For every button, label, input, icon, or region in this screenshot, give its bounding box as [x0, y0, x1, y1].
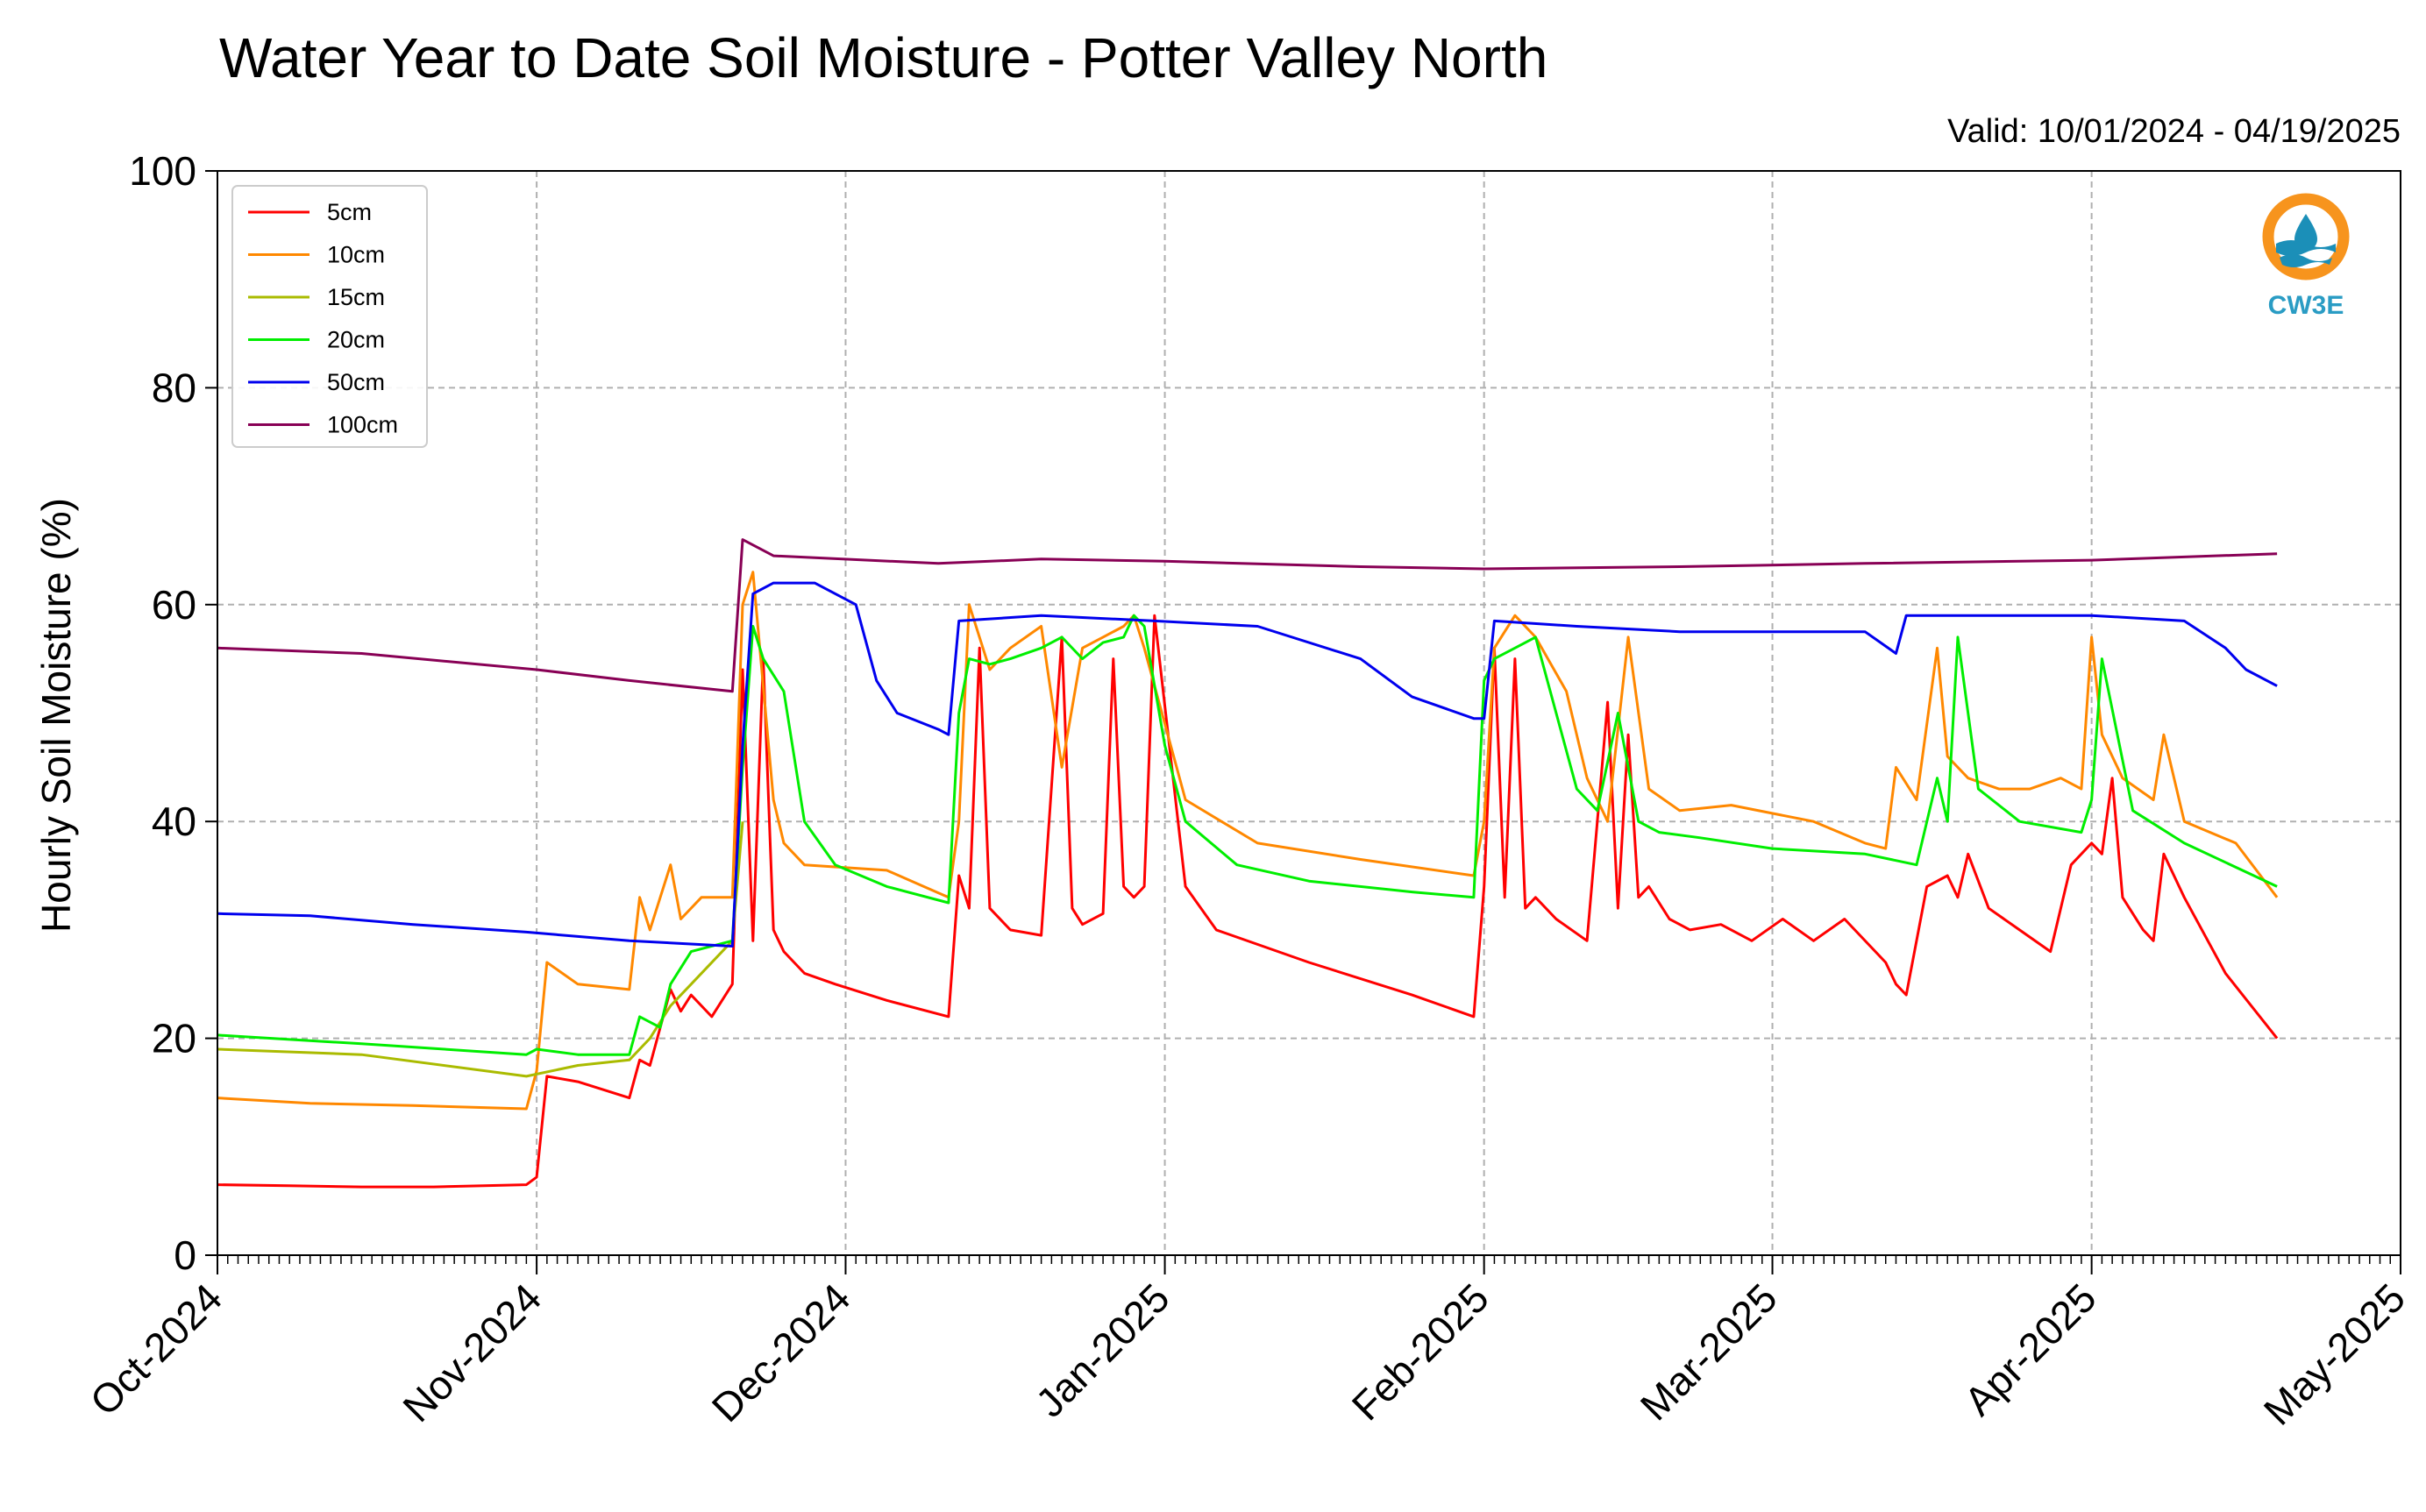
series-line-20cm — [217, 614, 2278, 1056]
x-tick-label: Nov-2024 — [394, 1274, 550, 1430]
cw3e-logo: CW3E — [2262, 193, 2350, 320]
series-line-5cm — [217, 614, 2279, 1189]
axis-ticks: 0 20 40 60 80 100 Oct-2024 Nov-2024 Dec-2024 Jan-… — [82, 148, 2415, 1434]
chart-title: Water Year to Date Soil Moisture - Potte… — [219, 26, 1547, 89]
logo-text: CW3E — [2268, 291, 2344, 320]
y-tick-label: 60 — [152, 582, 196, 628]
x-tick-label: Oct-2024 — [82, 1274, 231, 1424]
logo-drop-icon — [2294, 214, 2317, 251]
legend-label-50cm: 50cm — [327, 369, 385, 395]
series-line-50cm — [217, 581, 2278, 948]
legend-label-15cm: 15cm — [327, 284, 385, 310]
y-axis-label: Hourly Soil Moisture (%) — [33, 498, 79, 933]
series-line-15cm — [217, 821, 744, 1078]
y-tick-label: 100 — [129, 148, 196, 194]
logo-wave-icon — [2280, 254, 2332, 267]
x-tick-label: Mar-2025 — [1632, 1274, 1786, 1429]
legend: 5cm 10cm 15cm 20cm 50cm 100cm — [231, 185, 428, 448]
x-tick-label: Jan-2025 — [1027, 1274, 1177, 1425]
y-tick-label: 0 — [174, 1232, 196, 1278]
y-tick-label: 20 — [152, 1016, 196, 1061]
y-tick-label: 80 — [152, 365, 196, 410]
y-tick-label: 40 — [152, 799, 196, 844]
series-line-10cm — [217, 571, 2279, 1111]
x-tick-label: Apr-2025 — [1955, 1274, 2105, 1424]
legend-label-20cm: 20cm — [327, 327, 385, 353]
legend-label-10cm: 10cm — [327, 242, 385, 268]
x-tick-label: May-2025 — [2255, 1274, 2414, 1433]
valid-date-range: Valid: 10/01/2024 - 04/19/2025 — [1947, 113, 2401, 150]
x-tick-label: Dec-2024 — [703, 1274, 859, 1430]
logo-ring-icon — [2262, 193, 2350, 280]
legend-label-5cm: 5cm — [327, 199, 372, 225]
x-tick-label: Feb-2025 — [1343, 1274, 1498, 1429]
series-lines — [217, 538, 2279, 1189]
series-line-100cm — [217, 538, 2278, 693]
legend-label-100cm: 100cm — [327, 412, 398, 438]
